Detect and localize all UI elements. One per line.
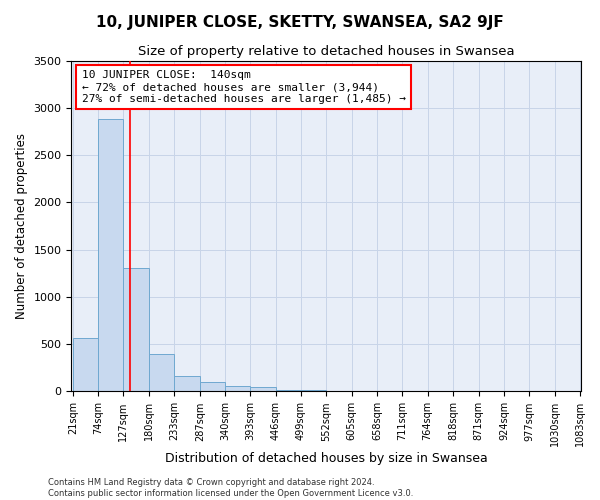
Bar bbox=[301, 390, 326, 392]
Text: Contains HM Land Registry data © Crown copyright and database right 2024.
Contai: Contains HM Land Registry data © Crown c… bbox=[48, 478, 413, 498]
Bar bbox=[377, 391, 402, 392]
Bar bbox=[98, 119, 124, 392]
Bar bbox=[124, 268, 149, 392]
Text: 10 JUNIPER CLOSE:  140sqm
← 72% of detached houses are smaller (3,944)
27% of se: 10 JUNIPER CLOSE: 140sqm ← 72% of detach… bbox=[82, 70, 406, 104]
Bar bbox=[250, 387, 276, 392]
Bar bbox=[200, 382, 225, 392]
Text: 10, JUNIPER CLOSE, SKETTY, SWANSEA, SA2 9JF: 10, JUNIPER CLOSE, SKETTY, SWANSEA, SA2 … bbox=[96, 15, 504, 30]
Bar bbox=[326, 390, 352, 392]
Bar bbox=[149, 354, 174, 392]
Y-axis label: Number of detached properties: Number of detached properties bbox=[15, 133, 28, 319]
Bar bbox=[174, 376, 200, 392]
Bar bbox=[225, 386, 250, 392]
Bar bbox=[276, 390, 301, 392]
Bar bbox=[352, 390, 377, 392]
Bar bbox=[73, 338, 98, 392]
Title: Size of property relative to detached houses in Swansea: Size of property relative to detached ho… bbox=[138, 45, 515, 58]
X-axis label: Distribution of detached houses by size in Swansea: Distribution of detached houses by size … bbox=[165, 452, 488, 465]
